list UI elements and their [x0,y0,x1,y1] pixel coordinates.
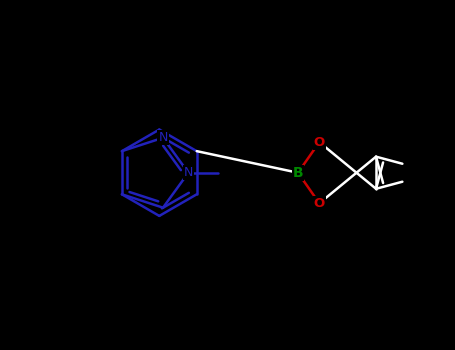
Text: N: N [158,131,168,144]
Text: O: O [313,136,325,149]
Text: O: O [313,197,325,210]
Text: N: N [184,166,193,179]
Text: B: B [293,166,303,180]
